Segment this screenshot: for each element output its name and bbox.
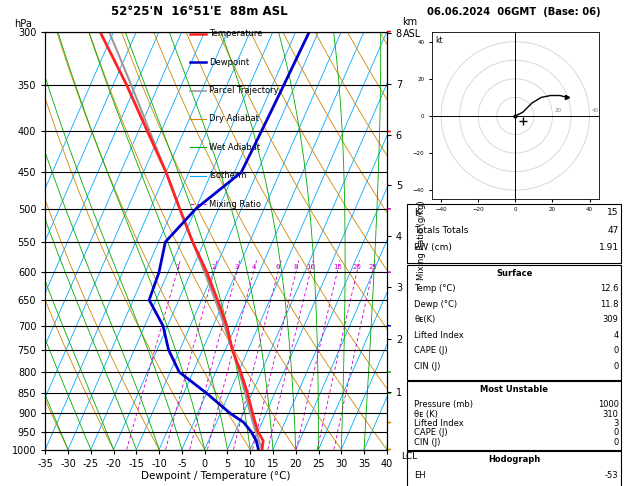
Text: 15: 15 — [333, 264, 342, 270]
Bar — [408, 265, 621, 380]
Text: Temp (°C): Temp (°C) — [415, 284, 456, 293]
Text: 1: 1 — [175, 264, 179, 270]
Text: kt: kt — [435, 36, 443, 45]
Text: 6: 6 — [276, 264, 280, 270]
Text: 0: 0 — [613, 438, 619, 447]
X-axis label: Dewpoint / Temperature (°C): Dewpoint / Temperature (°C) — [142, 471, 291, 481]
Text: 0: 0 — [613, 429, 619, 437]
Text: hPa: hPa — [14, 19, 31, 29]
Text: Wet Adiabat: Wet Adiabat — [209, 143, 260, 152]
Text: km: km — [403, 17, 418, 27]
Text: CAPE (J): CAPE (J) — [415, 346, 448, 355]
Bar — [408, 451, 621, 486]
Text: Parcel Trajectory: Parcel Trajectory — [209, 86, 279, 95]
Text: Surface: Surface — [496, 269, 532, 278]
Text: Pressure (mb): Pressure (mb) — [415, 400, 473, 409]
Text: K: K — [415, 208, 420, 217]
Text: CAPE (J): CAPE (J) — [415, 429, 448, 437]
Text: CIN (J): CIN (J) — [415, 438, 441, 447]
Text: Lifted Index: Lifted Index — [415, 330, 464, 340]
Text: 4: 4 — [613, 330, 619, 340]
Text: 309: 309 — [603, 315, 619, 324]
Text: 52°25'N  16°51'E  88m ASL: 52°25'N 16°51'E 88m ASL — [111, 5, 287, 18]
Text: Totals Totals: Totals Totals — [415, 226, 469, 235]
Text: Isotherm: Isotherm — [209, 171, 247, 180]
Text: 15: 15 — [607, 208, 619, 217]
Text: Mixing Ratio (g/kg): Mixing Ratio (g/kg) — [417, 201, 426, 280]
Text: 2: 2 — [212, 264, 216, 270]
Text: 0: 0 — [613, 362, 619, 371]
Text: 12.6: 12.6 — [600, 284, 619, 293]
Text: 1.91: 1.91 — [599, 243, 619, 252]
Text: ASL: ASL — [403, 29, 421, 39]
Text: LCL: LCL — [401, 452, 417, 461]
Text: 40: 40 — [591, 108, 598, 113]
Text: 11.8: 11.8 — [600, 300, 619, 309]
Text: 20: 20 — [352, 264, 361, 270]
Text: Lifted Index: Lifted Index — [415, 419, 464, 428]
Bar — [408, 204, 621, 263]
Text: CIN (J): CIN (J) — [415, 362, 441, 371]
Text: 20: 20 — [554, 108, 561, 113]
Text: 06.06.2024  06GMT  (Base: 06): 06.06.2024 06GMT (Base: 06) — [427, 7, 601, 17]
Text: 10: 10 — [306, 264, 314, 270]
Text: 310: 310 — [603, 410, 619, 419]
Text: 3: 3 — [235, 264, 239, 270]
Text: PW (cm): PW (cm) — [415, 243, 452, 252]
Text: θᴇ (K): θᴇ (K) — [415, 410, 438, 419]
Text: θᴇ(K): θᴇ(K) — [415, 315, 435, 324]
Text: Mixing Ratio: Mixing Ratio — [209, 200, 261, 208]
Text: EH: EH — [415, 470, 426, 480]
Text: 47: 47 — [607, 226, 619, 235]
Bar — [408, 381, 621, 450]
Text: -53: -53 — [605, 470, 619, 480]
Text: 1000: 1000 — [598, 400, 619, 409]
Text: 0: 0 — [613, 346, 619, 355]
Text: Dewpoint: Dewpoint — [209, 58, 249, 67]
Text: Dewp (°C): Dewp (°C) — [415, 300, 457, 309]
Text: Most Unstable: Most Unstable — [480, 385, 548, 394]
Text: Dry Adiabat: Dry Adiabat — [209, 114, 259, 123]
Text: 4: 4 — [251, 264, 255, 270]
Text: Hodograph: Hodograph — [488, 455, 540, 464]
Text: 8: 8 — [294, 264, 298, 270]
Text: 3: 3 — [613, 419, 619, 428]
Text: 25: 25 — [368, 264, 377, 270]
Text: Temperature: Temperature — [209, 29, 263, 38]
